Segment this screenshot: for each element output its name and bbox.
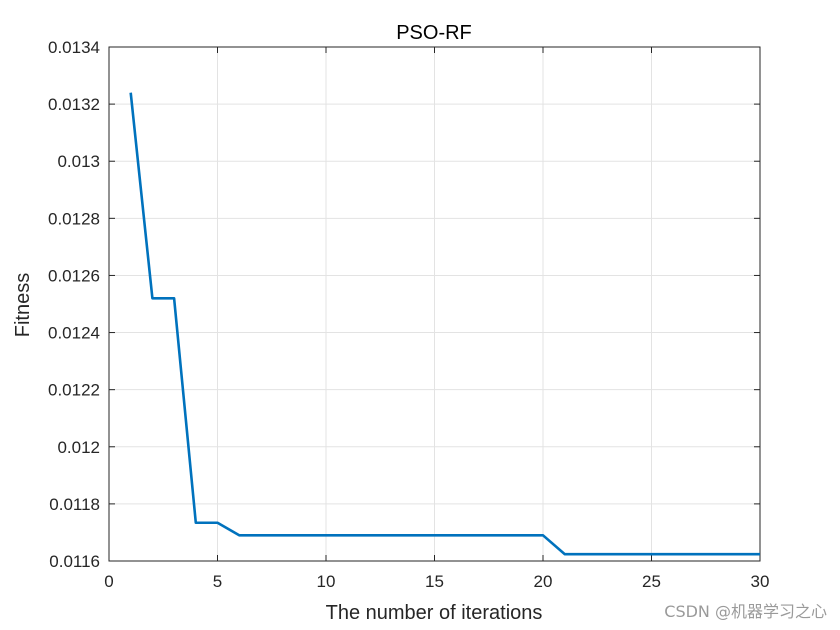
x-tick-label: 0: [104, 572, 113, 591]
y-tick-label: 0.0118: [49, 495, 100, 514]
tick-labels: 0 5 10 15 20 25 30 0.0116 0.0118 0.012 0.0122 0.012…: [48, 38, 769, 591]
x-tick-label: 30: [751, 572, 770, 591]
x-tick-label: 10: [317, 572, 336, 591]
grid-lines: [108, 46, 761, 562]
x-axis-label: The number of iterations: [326, 602, 543, 624]
axis-ticks: [108, 46, 761, 562]
y-tick-label: 0.0134: [48, 38, 100, 57]
y-tick-label: 0.0126: [48, 266, 100, 285]
x-tick-label: 5: [213, 572, 222, 591]
y-tick-label: 0.0122: [48, 381, 100, 400]
y-tick-label: 0.0124: [48, 324, 100, 343]
x-tick-label: 20: [534, 572, 553, 591]
y-tick-label: 0.013: [57, 152, 100, 171]
y-tick-label: 0.0116: [49, 552, 100, 571]
x-tick-label: 25: [642, 572, 661, 591]
chart-title: PSO-RF: [396, 22, 472, 44]
fitness-series-line: [129, 92, 760, 556]
watermark-text: CSDN @机器学习之心: [664, 602, 827, 621]
y-axis-label: Fitness: [12, 273, 34, 337]
x-tick-label: 15: [425, 572, 444, 591]
y-tick-label: 0.0128: [48, 209, 100, 228]
series-layer: [129, 92, 760, 556]
y-tick-label: 0.0132: [48, 95, 100, 114]
y-tick-label: 0.012: [57, 438, 100, 457]
